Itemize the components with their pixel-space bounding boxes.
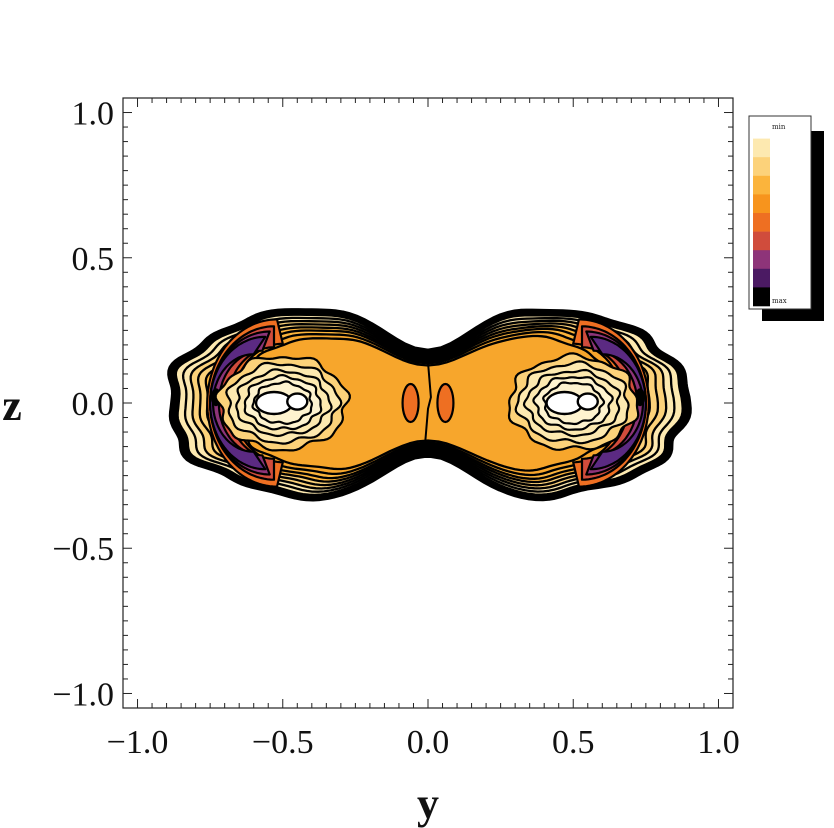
x-tick-labels: −1.0 −0.5 0.0 0.5 1.0 xyxy=(107,724,740,761)
y-tick-label: 1.0 xyxy=(72,96,115,133)
x-tick-label: 0.0 xyxy=(407,724,450,761)
y-tick-label: 0.5 xyxy=(72,241,115,278)
y-tick-label: 0.0 xyxy=(72,386,115,423)
legend-min-label: min xyxy=(772,123,786,131)
contour-bands xyxy=(167,308,692,502)
y-tick-labels: 1.0 0.5 0.0 −0.5 −1.0 xyxy=(52,96,114,714)
contour-band xyxy=(436,382,455,424)
legend-swatch xyxy=(753,213,770,232)
legend-swatch xyxy=(753,120,770,139)
y-tick-label: −0.5 xyxy=(52,531,114,568)
color-legend: min max xyxy=(748,115,824,321)
contour-hole xyxy=(576,392,599,411)
x-tick-label: −1.0 xyxy=(107,724,169,761)
axis-ticks xyxy=(123,98,733,708)
y-axis-label: z xyxy=(2,381,22,430)
legend-swatch xyxy=(753,138,770,158)
contour-band xyxy=(209,335,267,471)
contour-band xyxy=(401,382,420,424)
legend-swatch xyxy=(753,268,770,288)
legend-swatch xyxy=(753,287,770,307)
contour-line xyxy=(424,362,432,444)
x-tick-label: 0.5 xyxy=(552,724,595,761)
legend-swatch xyxy=(753,157,770,177)
legend-max-label: max xyxy=(772,297,787,305)
legend-swatch xyxy=(753,175,770,195)
y-tick-label: −1.0 xyxy=(52,676,114,713)
contour-hole xyxy=(286,392,309,411)
legend-swatch xyxy=(753,194,770,214)
x-tick-label: −0.5 xyxy=(252,724,314,761)
x-tick-label: 1.0 xyxy=(697,724,740,761)
legend-swatch xyxy=(753,231,770,251)
x-axis-label: y xyxy=(417,779,439,828)
legend-swatches xyxy=(753,120,770,307)
legend-swatch xyxy=(753,250,770,270)
contour-band xyxy=(589,335,647,471)
